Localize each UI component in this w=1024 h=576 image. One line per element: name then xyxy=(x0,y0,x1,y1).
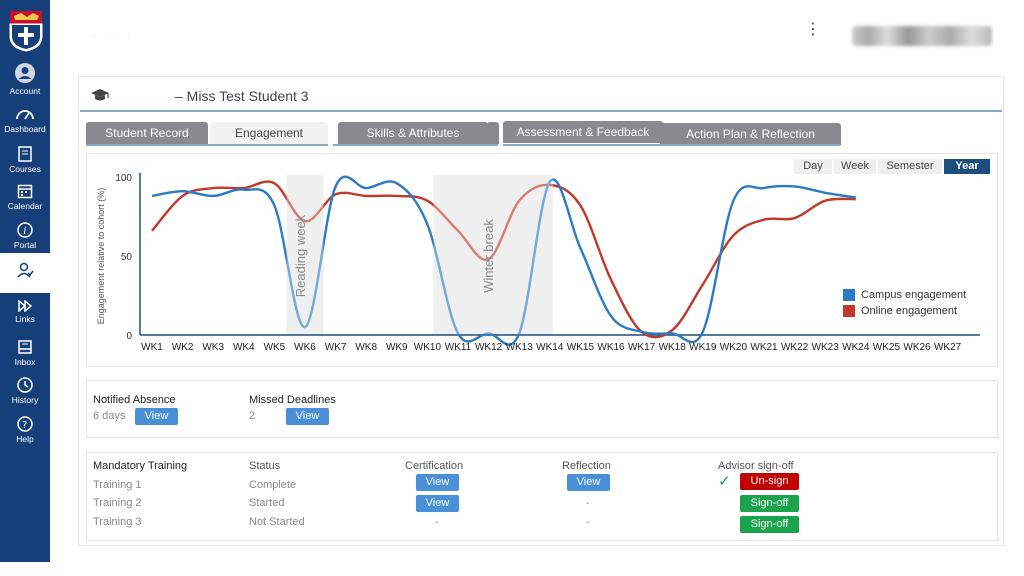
nav-label: Dashboard xyxy=(4,124,46,134)
missed-deadlines-value: 2 xyxy=(249,410,256,422)
notified-absence-value: 6 days xyxy=(93,410,126,422)
training-header-status: Status xyxy=(249,460,281,472)
training-row-name: Training 3 xyxy=(93,516,142,528)
student-advisor-icon xyxy=(17,262,34,278)
nav-account[interactable]: Account xyxy=(0,62,50,96)
help-icon: ? xyxy=(17,416,33,432)
training-row-status: Complete xyxy=(249,479,297,491)
nav-label: Account xyxy=(9,86,41,96)
university-crest-logo[interactable] xyxy=(9,10,43,52)
portal-icon: i xyxy=(17,222,33,238)
legend-label-campus: Campus engagement xyxy=(861,289,967,301)
nav-help[interactable]: ? Help xyxy=(0,416,50,444)
faint-breadcrumb: · · · · xyxy=(93,34,134,40)
nav-links[interactable]: Links xyxy=(0,300,50,324)
missed-deadlines-view-button[interactable]: View xyxy=(286,408,329,425)
notified-absence-view-button[interactable]: View xyxy=(135,408,178,425)
nav-label: Portal xyxy=(13,240,37,250)
training-2-reflection-empty: - xyxy=(586,498,590,509)
student-name: – Miss Test Student 3 xyxy=(175,88,309,104)
training-1-unsign-button[interactable]: Un-sign xyxy=(740,473,799,490)
inbox-icon xyxy=(18,340,32,354)
training-1-certification-view-button[interactable]: View xyxy=(416,474,459,491)
period-day-button[interactable]: Day xyxy=(794,159,832,174)
user-identity-blurred[interactable] xyxy=(852,26,992,46)
svg-text:i: i xyxy=(23,226,26,237)
nav-student-advisor[interactable] xyxy=(0,253,50,293)
graduation-cap-icon xyxy=(91,89,109,101)
training-header-certification: Certification xyxy=(405,460,464,472)
tab-engagement[interactable]: Engagement xyxy=(210,122,328,144)
more-options-icon[interactable]: ⋮ xyxy=(805,21,821,38)
nav-dashboard[interactable]: Dashboard xyxy=(0,106,50,134)
notified-absence-label: Notified Absence xyxy=(93,394,176,406)
student-header xyxy=(80,82,1002,112)
svg-text:?: ? xyxy=(22,420,27,431)
courses-icon xyxy=(18,146,32,162)
tab-underline xyxy=(333,144,498,146)
engagement-chart-panel xyxy=(86,153,998,367)
training-3-reflection-empty: - xyxy=(586,517,590,528)
legend-swatch-online xyxy=(843,305,855,317)
training-header-name: Mandatory Training xyxy=(93,460,188,472)
tab-divider xyxy=(487,122,499,144)
training-row-name: Training 2 xyxy=(93,497,142,509)
calendar-icon xyxy=(17,184,33,199)
training-row-status: Started xyxy=(249,497,285,509)
period-semester-button[interactable]: Semester xyxy=(878,159,942,174)
legend-swatch-campus xyxy=(843,289,855,301)
training-2-certification-view-button[interactable]: View xyxy=(416,495,459,512)
mandatory-training-panel xyxy=(86,452,998,541)
account-icon xyxy=(15,63,35,83)
nav-label: Links xyxy=(15,314,35,324)
links-icon xyxy=(18,300,33,312)
global-nav: Account Dashboard Courses Calendar i Por… xyxy=(0,0,50,562)
training-2-signoff-button[interactable]: Sign-off xyxy=(740,495,799,512)
nav-label: Calendar xyxy=(7,201,43,211)
nav-calendar[interactable]: Calendar xyxy=(0,183,50,211)
tab-student-record[interactable]: Student Record xyxy=(86,122,208,144)
tab-underline xyxy=(86,144,328,146)
nav-portal[interactable]: i Portal xyxy=(0,222,50,250)
absence-panel xyxy=(86,380,998,438)
nav-label: Inbox xyxy=(14,357,36,367)
period-week-button[interactable]: Week xyxy=(834,159,876,174)
training-row-status: Not Started xyxy=(249,516,305,528)
legend-label-online: Online engagement xyxy=(861,305,958,317)
nav-courses[interactable]: Courses xyxy=(0,146,50,174)
history-icon xyxy=(17,377,33,393)
nav-history[interactable]: History xyxy=(0,377,50,405)
training-3-signoff-button[interactable]: Sign-off xyxy=(740,516,799,533)
training-row-name: Training 1 xyxy=(93,479,142,491)
period-year-button[interactable]: Year xyxy=(944,159,990,174)
dashboard-icon xyxy=(16,110,34,120)
nav-label: Courses xyxy=(9,164,41,174)
training-1-reflection-view-button[interactable]: View xyxy=(567,474,610,491)
training-header-reflection: Reflection xyxy=(562,460,611,472)
tab-underline xyxy=(503,144,840,146)
training-header-advisor-signoff: Advisor sign-off xyxy=(718,460,794,472)
tab-action-plan-reflection[interactable]: Action Plan & Reflection xyxy=(660,123,841,145)
missed-deadlines-label: Missed Deadlines xyxy=(249,394,336,406)
tab-skills-attributes[interactable]: Skills & Attributes xyxy=(338,122,488,144)
nav-label: Help xyxy=(16,434,34,444)
training-3-certification-empty: - xyxy=(435,517,439,528)
tab-assessment-feedback[interactable]: Assessment & Feedback xyxy=(503,121,663,143)
nav-inbox[interactable]: Inbox xyxy=(0,339,50,367)
nav-label: History xyxy=(11,395,39,405)
checkmark-icon: ✓ xyxy=(718,473,731,490)
